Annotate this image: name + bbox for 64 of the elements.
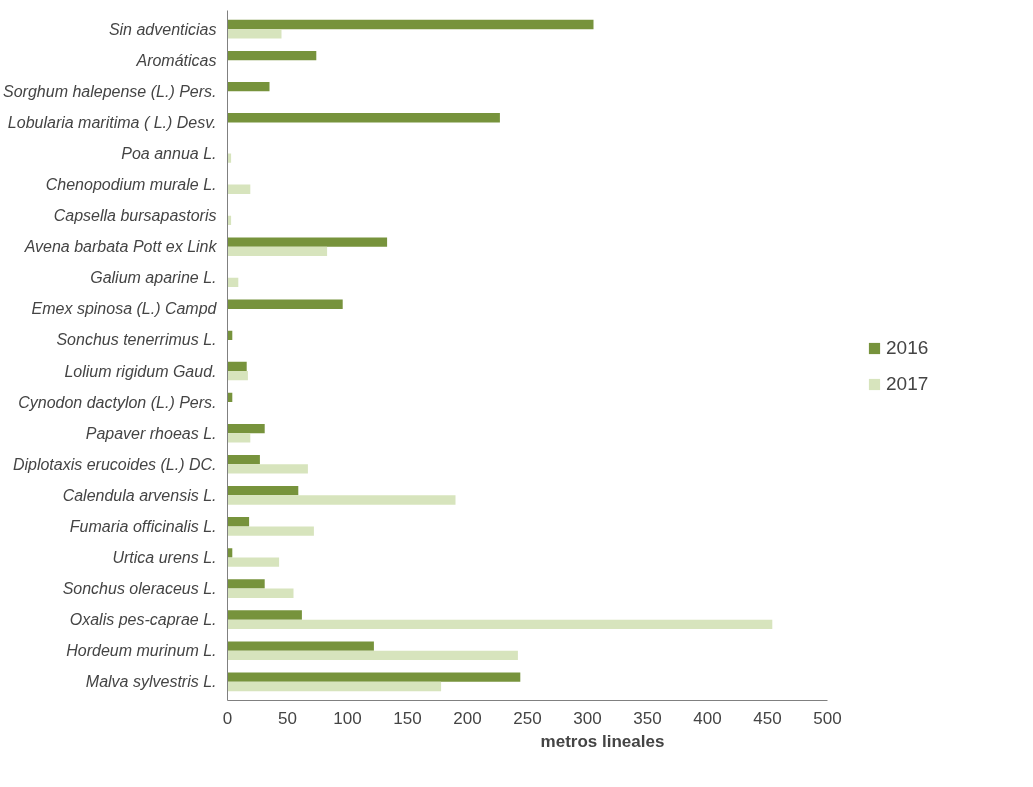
- y-tick-label: Sorghum halepense (L.) Pers.: [3, 82, 217, 100]
- x-tick-label: 100: [333, 708, 362, 728]
- bar: [227, 423, 265, 434]
- y-tick-label: Urtica urens L.: [112, 549, 217, 567]
- x-axis-title: metros lineales: [540, 731, 665, 751]
- bar: [227, 650, 518, 661]
- y-tick-label: Sonchus oleraceus L.: [62, 580, 217, 598]
- bar: [227, 113, 500, 123]
- y-tick-label: Cynodon dactylon (L.) Pers.: [18, 393, 217, 411]
- bar: [227, 433, 251, 443]
- y-tick-label: Lobularia maritima ( L.) Desv.: [7, 113, 217, 131]
- bar: [227, 237, 388, 247]
- y-tick-label: Emex spinosa (L.) Campd: [31, 300, 218, 318]
- x-tick-label: 150: [393, 708, 422, 728]
- y-tick-label: Sonchus tenerrimus L.: [56, 331, 217, 349]
- legend-label: 2017: [886, 373, 929, 395]
- legend-label: 2016: [886, 337, 929, 359]
- y-tick-label: Papaver rhoeas L.: [85, 424, 217, 442]
- y-tick-label: Hordeum murinum L.: [66, 642, 217, 660]
- x-tick-label: 500: [813, 708, 842, 728]
- y-tick-label: Diplotaxis erucoides (L.) DC.: [12, 455, 217, 473]
- y-tick-label: Sin adventicias: [108, 20, 217, 38]
- x-tick-label: 300: [573, 708, 602, 728]
- bar: [227, 557, 280, 567]
- bar: [227, 246, 328, 257]
- bar: [227, 454, 260, 465]
- bar: [227, 681, 442, 692]
- bar: [227, 299, 343, 309]
- y-tick-label: Oxalis pes-caprae L.: [69, 611, 217, 629]
- bar: [227, 619, 773, 630]
- x-tick-label: 50: [278, 708, 297, 728]
- bar: [227, 672, 521, 682]
- y-tick-label: Capsella bursapastoris: [53, 207, 217, 225]
- bar: [227, 526, 314, 536]
- x-tick-label: 250: [513, 708, 542, 728]
- bar: [227, 81, 270, 92]
- bar: [227, 486, 299, 496]
- bar: [227, 495, 456, 505]
- bar: [227, 371, 248, 381]
- bar: [227, 19, 594, 30]
- bar: [227, 361, 247, 372]
- y-tick-label: Galium aparine L.: [90, 269, 217, 287]
- bar: [227, 464, 308, 474]
- bar: [227, 579, 265, 589]
- bar: [227, 50, 317, 61]
- y-tick-label: Calendula arvensis L.: [62, 486, 217, 504]
- y-tick-label: Lolium rigidum Gaud.: [64, 362, 217, 380]
- x-tick-label: 450: [753, 708, 782, 728]
- bar: [227, 517, 250, 527]
- bar: [227, 184, 251, 194]
- y-tick-label: Chenopodium murale L.: [45, 176, 217, 194]
- bar: [227, 588, 294, 598]
- bar: [227, 610, 302, 620]
- y-tick-label: Aromáticas: [135, 51, 217, 69]
- bar: [227, 641, 374, 651]
- y-tick-label: Malva sylvestris L.: [85, 673, 217, 691]
- x-tick-label: 0: [222, 708, 233, 728]
- y-tick-label: Poa annua L.: [121, 144, 217, 162]
- bar: [227, 29, 282, 39]
- x-tick-label: 350: [633, 708, 662, 728]
- x-tick-label: 400: [693, 708, 722, 728]
- y-tick-label: Avena barbata Pott ex Link: [23, 238, 218, 256]
- y-tick-label: Fumaria officinalis L.: [69, 517, 217, 535]
- x-tick-label: 200: [453, 708, 482, 728]
